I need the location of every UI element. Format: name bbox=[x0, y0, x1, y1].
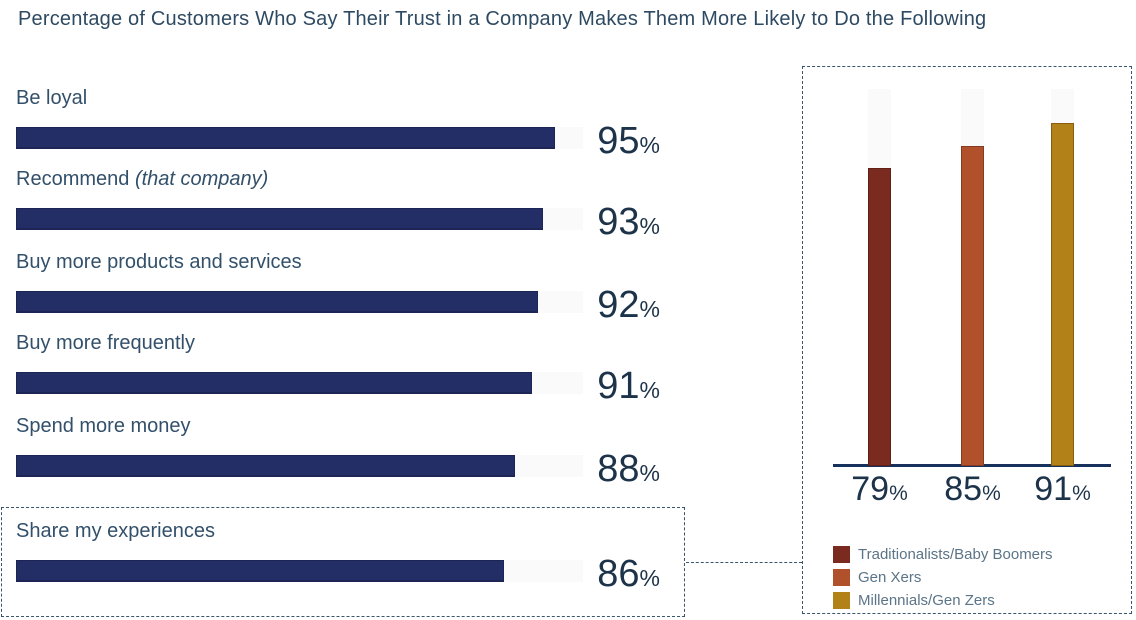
legend-swatch bbox=[833, 546, 850, 563]
bar-row: Share my experiences 86% bbox=[16, 518, 660, 598]
bar-track bbox=[16, 208, 583, 230]
legend-item: Traditionalists/Baby Boomers bbox=[833, 543, 1053, 566]
bar-label: Buy more products and services bbox=[16, 251, 302, 273]
bar-label: Spend more money bbox=[16, 415, 191, 437]
legend-swatch bbox=[833, 592, 850, 609]
legend-label: Gen Xers bbox=[858, 569, 922, 586]
legend: Traditionalists/Baby Boomers Gen Xers Mill… bbox=[833, 543, 1053, 612]
bar-track bbox=[16, 291, 583, 313]
vbar-value: 91% bbox=[1034, 470, 1091, 508]
legend-label: Traditionalists/Baby Boomers bbox=[858, 546, 1053, 563]
bar-fill bbox=[16, 455, 515, 477]
bar-value: 93% bbox=[597, 201, 660, 243]
bar-fill bbox=[16, 127, 555, 149]
chart-title: Percentage of Customers Who Say Their Tr… bbox=[18, 8, 987, 30]
horizontal-bar-chart: Be loyal 95% Recommend (that company) 93% Bu… bbox=[16, 85, 660, 598]
bar-value: 92% bbox=[597, 284, 660, 326]
generation-breakdown-panel: 79% 85% 91% Traditionalists/Baby Boomers Ge… bbox=[802, 66, 1132, 614]
bar-fill bbox=[16, 208, 544, 230]
bar-value: 91% bbox=[597, 365, 660, 407]
bar-row: Recommend (that company) 93% bbox=[16, 166, 660, 246]
vbar-value: 79% bbox=[851, 470, 908, 508]
bar-fill bbox=[16, 560, 504, 582]
highlight-dashed-box bbox=[1, 507, 685, 617]
vbar-fill bbox=[868, 168, 891, 466]
vertical-bar-chart: 79% 85% 91% bbox=[803, 67, 1131, 613]
bar-fill bbox=[16, 372, 532, 394]
callout-connector-line bbox=[686, 562, 802, 563]
legend-item: Millennials/Gen Zers bbox=[833, 589, 1053, 612]
vbar-fill bbox=[1051, 123, 1074, 466]
legend-label: Millennials/Gen Zers bbox=[858, 592, 995, 609]
legend-swatch bbox=[833, 569, 850, 586]
bar-row: Buy more products and services 92% bbox=[16, 249, 660, 329]
legend-item: Gen Xers bbox=[833, 566, 1053, 589]
bar-label: Buy more frequently bbox=[16, 332, 195, 354]
bar-fill bbox=[16, 291, 538, 313]
bar-label: Recommend (that company) bbox=[16, 168, 269, 190]
bar-row: Buy more frequently 91% bbox=[16, 330, 660, 410]
bar-label: Share my experiences bbox=[16, 520, 215, 542]
bar-track bbox=[16, 127, 583, 149]
bar-row: Be loyal 95% bbox=[16, 85, 660, 165]
bar-row: Spend more money 88% bbox=[16, 413, 660, 493]
vbar-value: 85% bbox=[944, 470, 1001, 508]
bar-track bbox=[16, 372, 583, 394]
vbar-fill bbox=[961, 146, 984, 466]
bar-value: 95% bbox=[597, 120, 660, 162]
bar-track bbox=[16, 560, 583, 582]
bar-label: Be loyal bbox=[16, 87, 88, 109]
bar-value: 86% bbox=[597, 553, 660, 595]
bar-track bbox=[16, 455, 583, 477]
bar-value: 88% bbox=[597, 448, 660, 490]
